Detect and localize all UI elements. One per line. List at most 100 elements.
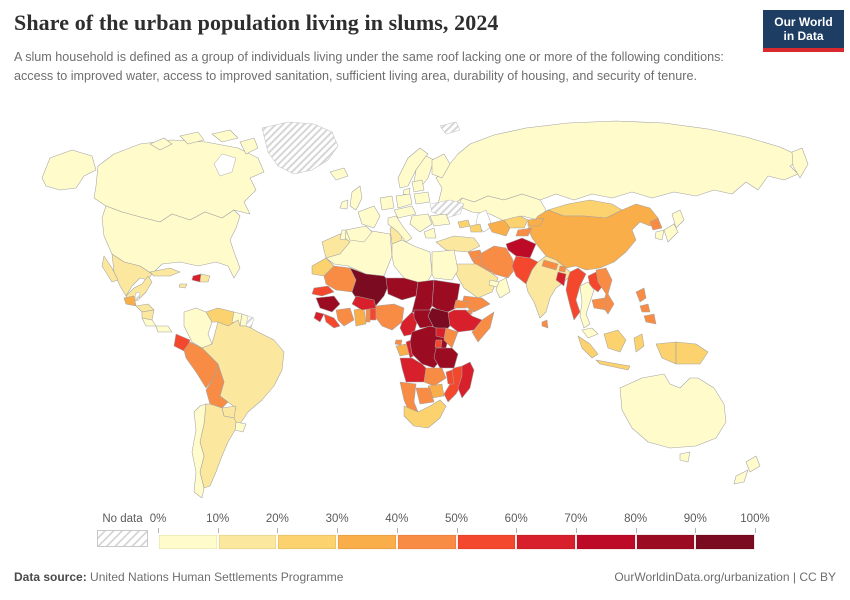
country-somalia[interactable] [471,311,495,343]
legend-color-cell[interactable] [695,534,756,550]
country-vietnam[interactable] [595,267,615,315]
legend-color-cell[interactable] [158,534,218,550]
country-new-zealand[interactable] [733,469,749,485]
country-indonesia[interactable] [603,329,627,353]
country-panama[interactable] [155,325,173,333]
legend-color-cell[interactable] [277,534,338,550]
country-jamaica[interactable] [178,283,188,289]
country-united-states[interactable] [41,149,97,191]
country-guatemala[interactable] [123,295,137,307]
country-mexico[interactable] [111,253,153,297]
country-burkina-faso[interactable] [351,295,377,311]
country-togo[interactable] [365,307,371,323]
country-australia[interactable] [679,451,691,463]
owid-logo[interactable]: Our World in Data [763,10,844,52]
country-oman[interactable] [495,277,511,299]
country-nepal[interactable] [541,259,559,271]
owid-url-link[interactable]: OurWorldinData.org/urbanization | CC BY [614,570,836,584]
country-baltics[interactable] [411,179,425,193]
country-eritrea[interactable] [453,299,471,309]
country-belize[interactable] [134,291,141,301]
country-cote-divoire[interactable] [335,307,355,327]
country-united-kingdom[interactable] [349,185,363,211]
country-liberia[interactable] [323,313,341,329]
country-papua-new-guinea[interactable] [675,341,709,365]
country-indonesia[interactable] [577,335,599,359]
country-japan[interactable] [671,209,685,229]
country-malaysia[interactable] [581,327,599,339]
country-equatorial-guinea[interactable] [394,339,403,346]
country-indonesia[interactable] [633,333,645,353]
country-uruguay[interactable] [234,421,247,433]
country-chile[interactable] [191,403,207,499]
country-uganda[interactable] [435,327,447,339]
country-australia[interactable] [619,373,727,449]
country-sri-lanka[interactable] [541,319,549,329]
country-greenland[interactable] [261,121,339,175]
country-mexico[interactable] [101,255,119,283]
country-italy[interactable] [387,215,413,243]
country-philippines[interactable] [635,287,647,303]
country-greece[interactable] [423,227,437,239]
legend-color-cell[interactable] [337,534,397,550]
country-sudan[interactable] [431,279,461,315]
country-portugal[interactable] [339,229,347,241]
legend-color-cell[interactable] [217,534,278,550]
country-ghana[interactable] [353,307,367,327]
country-libya[interactable] [391,239,433,285]
country-germany[interactable] [379,195,395,211]
country-algeria[interactable] [325,229,393,277]
country-canada[interactable] [93,139,265,223]
country-japan[interactable] [663,223,679,243]
country-indonesia[interactable] [595,359,631,371]
country-bhutan[interactable] [558,265,567,273]
country-saudi-arabia[interactable] [455,263,499,299]
legend-color-cell[interactable] [456,534,517,550]
country-svalbard[interactable] [439,121,461,135]
country-colombia[interactable] [183,307,213,349]
country-benin[interactable] [369,307,377,321]
country-nigeria[interactable] [375,303,405,331]
country-dominican-republic[interactable] [199,273,211,283]
country-canada[interactable] [239,137,259,155]
country-ukraine[interactable] [429,199,465,219]
legend-color-cell[interactable] [635,534,696,550]
country-new-zealand[interactable] [745,455,761,473]
country-russia[interactable] [791,147,809,179]
country-poland[interactable] [395,193,413,209]
country-france[interactable] [357,205,381,229]
country-sierra-leone[interactable] [313,311,325,323]
country-balkans[interactable] [409,213,433,233]
country-zambia[interactable] [423,367,447,387]
country-madagascar[interactable] [457,361,475,399]
country-azerbaijan[interactable] [469,223,483,233]
country-finland[interactable] [431,153,451,179]
country-myanmar[interactable] [565,267,587,321]
country-ireland[interactable] [339,199,349,210]
country-georgia[interactable] [457,219,471,229]
country-cambodia[interactable] [591,297,607,311]
legend-no-data-swatch[interactable] [97,530,148,547]
country-turkmenistan[interactable] [487,219,511,237]
country-tanzania[interactable] [433,347,459,369]
legend-color-cell[interactable] [575,534,636,550]
country-thailand[interactable] [579,281,595,329]
country-south-korea[interactable] [654,229,665,241]
country-philippines[interactable] [643,313,657,325]
country-spain[interactable] [345,225,373,243]
country-canada[interactable] [149,137,173,151]
country-iceland[interactable] [329,167,349,181]
country-costa-rica[interactable] [141,317,157,327]
country-canada[interactable] [179,131,205,145]
country-egypt[interactable] [431,249,459,281]
country-philippines[interactable] [639,303,651,313]
country-malawi[interactable] [445,369,455,385]
country-niger[interactable] [385,277,419,301]
legend-color-cell[interactable] [396,534,457,550]
country-tajikistan[interactable] [515,227,533,237]
country-south-africa[interactable] [403,399,447,429]
country-central-europe[interactable] [393,205,417,219]
country-north-korea[interactable] [649,217,663,231]
country-botswana[interactable] [415,387,435,405]
country-guinea[interactable] [315,295,341,313]
